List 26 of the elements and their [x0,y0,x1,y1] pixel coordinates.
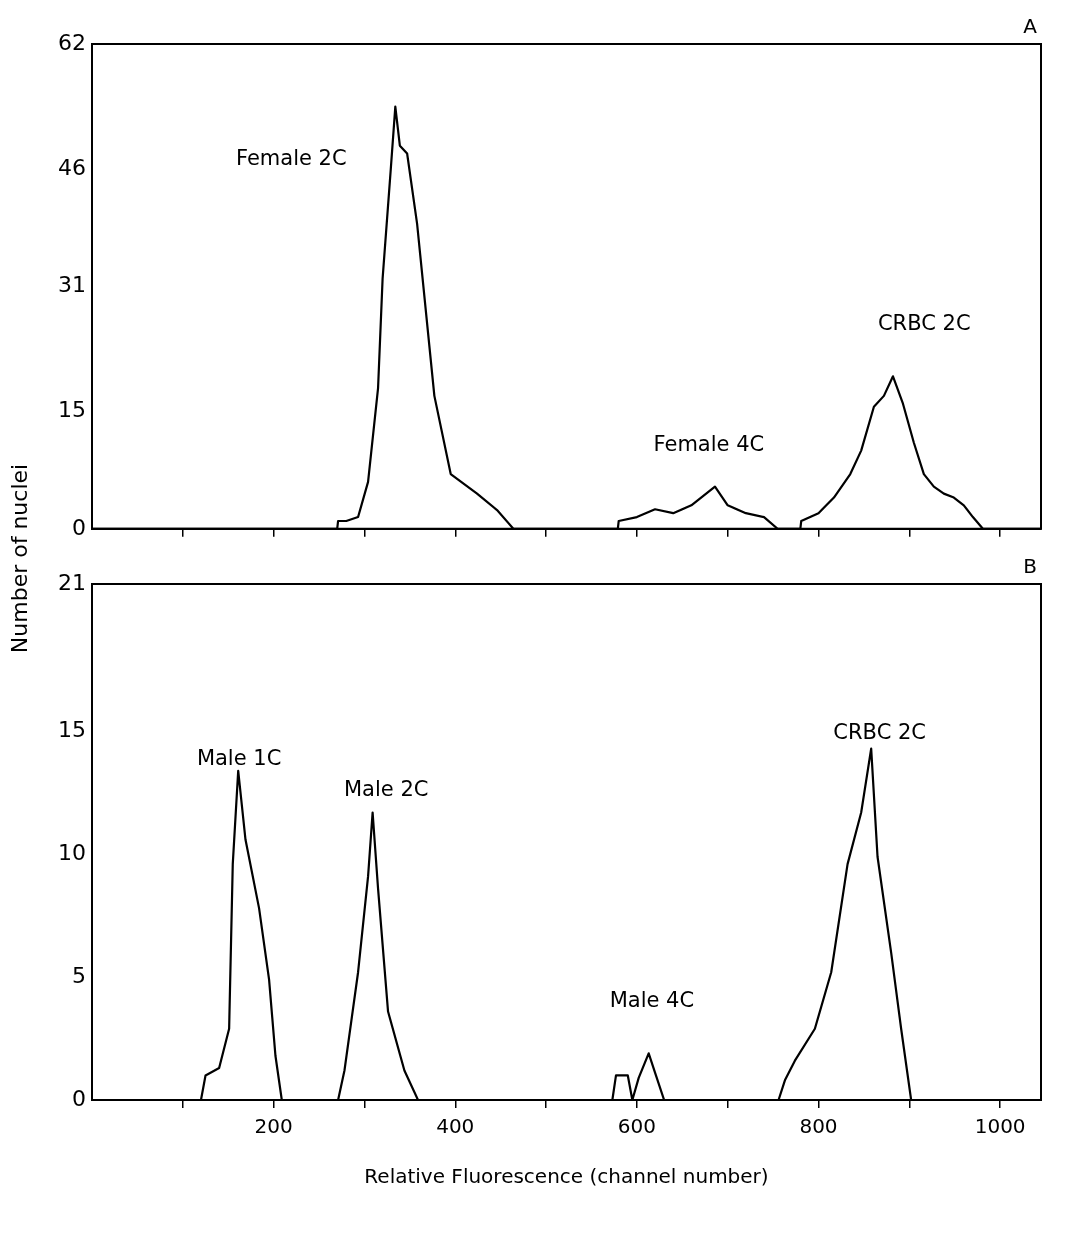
text: B [1023,554,1037,579]
annotation: Male 2C [343,776,429,801]
y-tick-label: 46 [58,154,86,180]
y-axis-title: Number of nuclei [7,463,33,653]
y-tick-label: 0 [72,514,86,540]
y-tick-label: 31 [58,272,86,298]
annotation: Male 4C [609,988,695,1013]
y-tick-label: 15 [58,397,86,423]
annotation: CRBC 2C [877,310,971,335]
x-tick-label: 800 [799,1114,838,1139]
y-tick-label: 10 [58,840,86,865]
x-tick-label: 1000 [974,1114,1026,1139]
x-tick-label: 600 [617,1114,656,1139]
y-tick-label: 5 [72,962,86,988]
x-axis-title: Relative Fluorescence (channel number) [364,1164,769,1189]
y-tick-label: 62 [58,29,86,55]
x-tick-label: 400 [436,1114,475,1139]
annotation: Female 2C [235,146,347,170]
x-tick-label: 200 [254,1114,293,1139]
y-tick-label: 0 [72,1085,86,1111]
annotation: CRBC 2C [833,719,926,744]
annotation: Female 4C [653,432,765,457]
y-tick-label: 21 [58,569,86,595]
text: A [1023,14,1038,39]
y-tick-label: 15 [58,717,86,743]
annotation: Male 1C [196,745,282,770]
